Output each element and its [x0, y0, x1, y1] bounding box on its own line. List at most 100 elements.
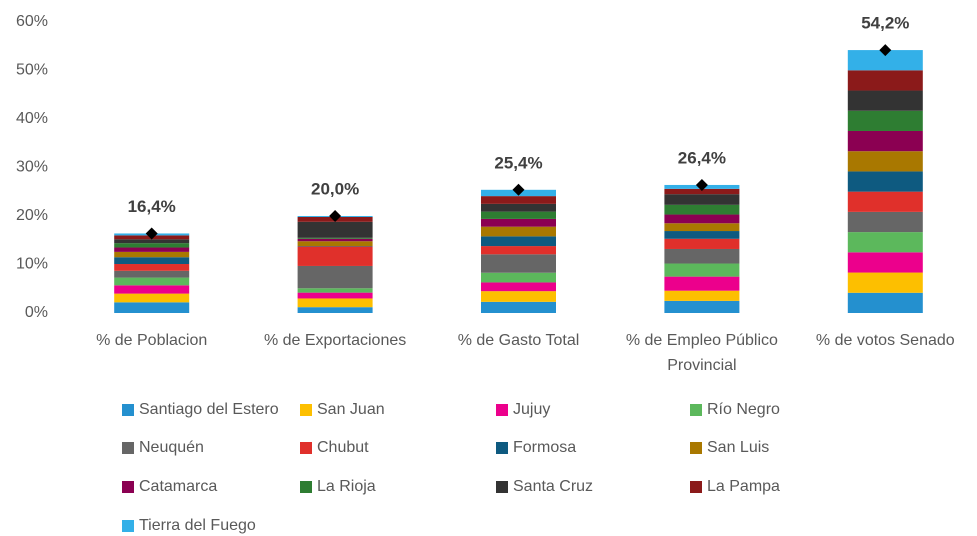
- bar-segment: [481, 226, 556, 237]
- bar-segment: [297, 298, 373, 308]
- bar-segment: [847, 211, 923, 233]
- legend-label: Formosa: [513, 439, 576, 456]
- bar-segment: [664, 223, 740, 232]
- legend-swatch: [690, 442, 702, 454]
- bar-segment: [847, 90, 923, 111]
- bar-segment: [297, 265, 373, 289]
- x-tick-label: % de Poblacion: [96, 332, 207, 349]
- bar-segment: [297, 246, 373, 266]
- bar-segment: [481, 272, 556, 283]
- bar-segment: [847, 50, 923, 71]
- total-marker: [145, 227, 158, 240]
- total-marker: [512, 183, 525, 196]
- total-label: 16,4%: [128, 197, 176, 216]
- legend-swatch: [496, 442, 508, 454]
- x-tick-label: % de votos Senado: [816, 332, 955, 349]
- x-tick-label: % de Gasto Total: [458, 332, 580, 349]
- bar-segment: [847, 110, 923, 131]
- bar-segment: [664, 194, 740, 205]
- total-marker: [329, 210, 342, 222]
- bar-segment: [664, 248, 740, 264]
- bar-segment: [297, 241, 373, 247]
- bar-segment: [114, 251, 190, 258]
- bar-segment: [847, 232, 923, 253]
- bar-segment: [297, 307, 373, 313]
- legend-swatch: [496, 481, 508, 493]
- bar-segment: [114, 247, 190, 252]
- legend-label: Neuquén: [139, 439, 204, 456]
- legend-swatch: [122, 481, 134, 493]
- legend-label: La Rioja: [317, 478, 376, 495]
- bar-segment: [847, 191, 923, 212]
- legend-label: San Juan: [317, 401, 385, 418]
- legend-label: Chubut: [317, 439, 369, 456]
- legend-swatch: [122, 404, 134, 416]
- y-tick-label: 60%: [16, 13, 48, 30]
- legend-swatch: [300, 481, 312, 493]
- bar-segment: [481, 246, 556, 255]
- bar-segment: [114, 285, 190, 294]
- bar-segment: [297, 292, 373, 299]
- total-label: 26,4%: [678, 148, 726, 167]
- bar-segment: [664, 214, 740, 224]
- bar-segment: [664, 231, 740, 239]
- bar-segment: [297, 238, 373, 242]
- bar-segment: [297, 237, 373, 239]
- y-tick-label: 40%: [16, 110, 48, 127]
- legend-swatch: [122, 520, 134, 532]
- legend-swatch: [690, 404, 702, 416]
- bar-segment: [847, 272, 923, 293]
- legend-label: San Luis: [707, 439, 769, 456]
- bar-segment: [481, 203, 556, 212]
- bar-segment: [114, 302, 190, 313]
- bar-segment: [481, 301, 556, 313]
- bar-segment: [114, 277, 190, 286]
- y-tick-label: 0%: [25, 304, 48, 321]
- y-tick-label: 20%: [16, 207, 48, 224]
- bar-segment: [664, 290, 740, 301]
- legend-label: Jujuy: [513, 401, 550, 418]
- bar-segment: [297, 221, 373, 238]
- legend-label: Tierra del Fuego: [139, 517, 256, 534]
- legend-swatch: [496, 404, 508, 416]
- legend-swatch: [300, 442, 312, 454]
- bar-segment: [114, 239, 190, 244]
- bar-segment: [481, 211, 556, 219]
- bar-segment: [664, 204, 740, 215]
- bar-segment: [297, 288, 373, 293]
- bar-segment: [114, 243, 190, 248]
- bar-segment: [847, 171, 923, 192]
- total-label: 20,0%: [311, 179, 359, 198]
- total-label: 25,4%: [494, 153, 542, 172]
- total-label: 54,2%: [861, 14, 909, 33]
- bar-segment: [481, 236, 556, 247]
- legend-swatch: [690, 481, 702, 493]
- legend-label: La Pampa: [707, 478, 780, 495]
- bar-segment: [481, 254, 556, 273]
- bar-segment: [114, 257, 190, 265]
- bar-segment: [481, 282, 556, 292]
- x-tick-label: % de Empleo Público Provincial: [626, 332, 778, 374]
- bar-segment: [664, 238, 740, 249]
- bar-segment: [481, 196, 556, 204]
- legend-label: Santiago del Estero: [139, 401, 279, 418]
- total-marker: [695, 178, 708, 191]
- legend-swatch: [122, 442, 134, 454]
- bar-segment: [664, 276, 740, 291]
- y-tick-label: 30%: [16, 159, 48, 176]
- legend-label: Santa Cruz: [513, 478, 593, 495]
- x-tick-label: % de Exportaciones: [264, 332, 406, 349]
- bar-segment: [847, 252, 923, 273]
- bar-segment: [847, 70, 923, 91]
- total-marker: [879, 44, 892, 57]
- legend-swatch: [300, 404, 312, 416]
- bar-segment: [664, 263, 740, 277]
- bar-segment: [114, 264, 190, 271]
- legend-label: Río Negro: [707, 401, 780, 418]
- bar-segment: [481, 218, 556, 227]
- bar-segment: [481, 291, 556, 302]
- bar-segment: [847, 292, 923, 313]
- bar-segment: [664, 188, 740, 195]
- y-tick-label: 50%: [16, 62, 48, 79]
